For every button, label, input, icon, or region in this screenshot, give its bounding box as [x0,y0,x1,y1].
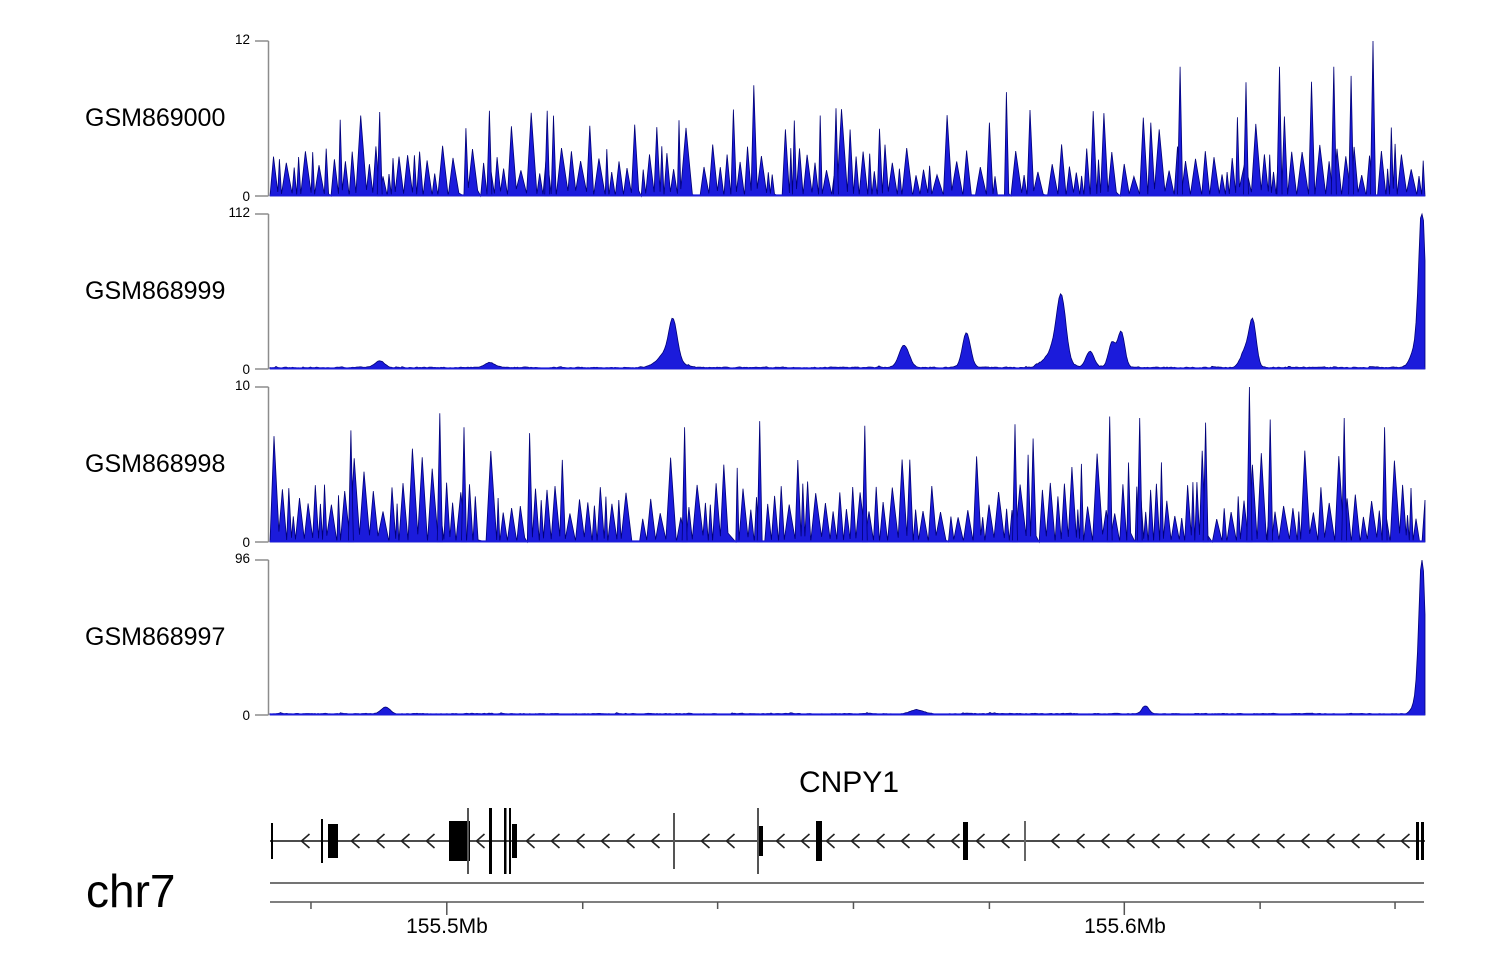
gene-label: CNPY1 [798,766,900,799]
y-axis-zero-label: 0 [242,708,250,723]
y-axis-max-label: 10 [234,378,250,393]
y-axis-zero-label: 0 [242,189,250,204]
y-axis-zero-label: 0 [242,535,250,550]
axis-tick-label-left: 155.5Mb [406,915,488,938]
signal-plot-gsm868999 [255,212,1426,370]
genome-coordinate-axis [270,882,1424,915]
y-axis-max-label: 12 [234,32,250,47]
signal-plot-gsm868998 [255,386,1426,544]
track-label-gsm868997: GSM868997 [85,623,226,651]
signal-plot-gsm868997 [255,559,1426,716]
y-axis-max-label: 112 [228,205,250,220]
axis-tick-label-right: 155.6Mb [1084,915,1166,938]
track-label-gsm868999: GSM868999 [85,277,226,305]
y-axis-max-label: 96 [234,551,250,566]
signal-plot-gsm869000 [255,40,1426,198]
chromosome-label: chr7 [86,865,176,917]
track-label-gsm869000: GSM869000 [85,104,226,132]
track-label-gsm868998: GSM868998 [85,450,226,478]
gene-model-track [270,808,1425,874]
y-axis-zero-label: 0 [242,362,250,377]
